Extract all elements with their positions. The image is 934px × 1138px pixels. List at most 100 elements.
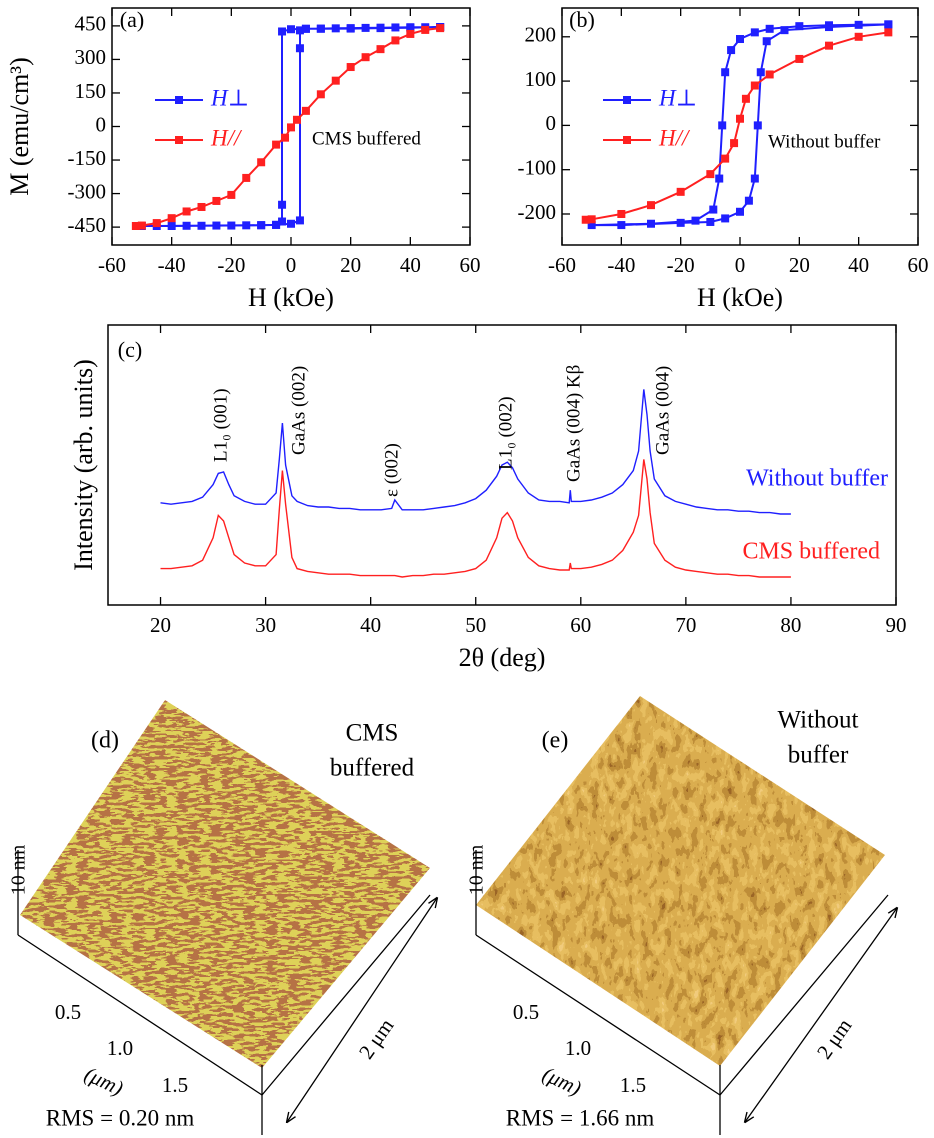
- marker: [676, 218, 685, 227]
- marker: [295, 44, 304, 53]
- marker: [744, 196, 753, 205]
- marker: [361, 23, 370, 32]
- marker: [762, 37, 771, 46]
- marker: [316, 24, 325, 33]
- marker: [691, 216, 700, 225]
- marker: [227, 190, 236, 199]
- marker: [292, 115, 301, 124]
- annotation: GaAs (004) Kβ: [563, 365, 584, 482]
- series-line: [160, 389, 791, 515]
- marker: [736, 35, 744, 44]
- x-tick-label: 60: [460, 253, 481, 277]
- marker: [741, 94, 750, 103]
- marker: [617, 209, 626, 218]
- marker: [756, 68, 765, 77]
- axis-tick-label: 0.5: [513, 1000, 539, 1024]
- marker: [647, 219, 655, 228]
- marker: [331, 76, 340, 85]
- marker: [272, 220, 281, 229]
- y-tick-label: -100: [518, 156, 557, 180]
- x-tick-label: -20: [667, 253, 695, 277]
- marker: [706, 170, 715, 179]
- marker: [750, 81, 759, 90]
- axis-edge: [17, 934, 263, 1096]
- marker: [257, 221, 266, 230]
- marker: [795, 22, 804, 31]
- marker: [182, 207, 191, 216]
- marker: [152, 219, 161, 228]
- marker: [581, 215, 590, 224]
- marker: [346, 24, 355, 33]
- marker: [587, 215, 596, 224]
- marker: [647, 201, 655, 210]
- annotation: GaAs (004): [652, 366, 673, 455]
- axis-tick-label: 1.0: [565, 1036, 591, 1060]
- x-tick-label: 0: [735, 253, 746, 277]
- panel-label: (a): [120, 7, 144, 32]
- annotation: CMS buffered: [312, 128, 421, 149]
- marker: [278, 217, 287, 226]
- marker: [316, 90, 325, 99]
- marker: [376, 23, 385, 32]
- marker: [750, 174, 759, 183]
- marker: [765, 70, 774, 79]
- marker: [795, 54, 804, 63]
- marker: [715, 174, 724, 183]
- axis-unit: (μm): [81, 1062, 127, 1101]
- axis-edge: [475, 934, 721, 1096]
- plot-frame: [111, 7, 471, 246]
- marker: [676, 187, 685, 196]
- x-tick-label: 20: [789, 253, 810, 277]
- marker: [361, 53, 370, 62]
- marker: [765, 24, 774, 33]
- x-tick-label: -40: [158, 253, 186, 277]
- x-tick-label: 20: [150, 613, 171, 637]
- marker: [718, 121, 727, 130]
- marker: [287, 219, 295, 228]
- marker: [167, 221, 176, 230]
- marker: [721, 154, 730, 163]
- marker: [212, 196, 221, 205]
- marker: [884, 28, 893, 37]
- y-tick-label: 300: [75, 45, 107, 69]
- x-tick-label: -60: [98, 253, 126, 277]
- panel-label: (b): [569, 7, 595, 32]
- marker: [736, 207, 744, 216]
- marker: [331, 24, 340, 33]
- caption: buffer: [788, 742, 849, 769]
- rms-label: RMS = 1.66 nm: [506, 1105, 655, 1130]
- marker: [721, 214, 730, 223]
- rms-label: RMS = 0.20 nm: [46, 1105, 195, 1130]
- marker: [287, 123, 295, 132]
- caption: CMS: [346, 720, 399, 747]
- plot-frame: [561, 7, 919, 246]
- x-tick-label: 40: [360, 613, 381, 637]
- marker: [167, 214, 176, 223]
- marker: [197, 221, 206, 230]
- annotation: L1₀ (001): [210, 388, 231, 462]
- x-tick-label: 60: [908, 253, 929, 277]
- marker: [406, 29, 415, 38]
- x-tick-label: 20: [340, 253, 361, 277]
- z-scale: 10 nm: [466, 844, 488, 895]
- x-tick-label: 70: [675, 613, 696, 637]
- marker: [730, 139, 739, 148]
- y-tick-label: -450: [68, 213, 107, 237]
- marker: [295, 216, 304, 225]
- series-line: [160, 459, 791, 578]
- legend-marker: [623, 96, 631, 104]
- y-tick-label: -200: [518, 200, 557, 224]
- axis-tick-label: 1.5: [162, 1073, 188, 1097]
- panel-label: (e): [542, 728, 569, 754]
- y-tick-label: -150: [68, 146, 107, 170]
- side-length: 2 μm: [812, 1014, 857, 1063]
- marker: [587, 221, 596, 230]
- y-tick-label: 200: [525, 23, 557, 47]
- marker: [884, 20, 893, 29]
- marker: [301, 106, 310, 115]
- legend-label: H⊥: [210, 85, 249, 110]
- marker: [391, 36, 400, 45]
- axis-tick-label: 1.0: [107, 1036, 133, 1060]
- legend-marker: [175, 96, 183, 104]
